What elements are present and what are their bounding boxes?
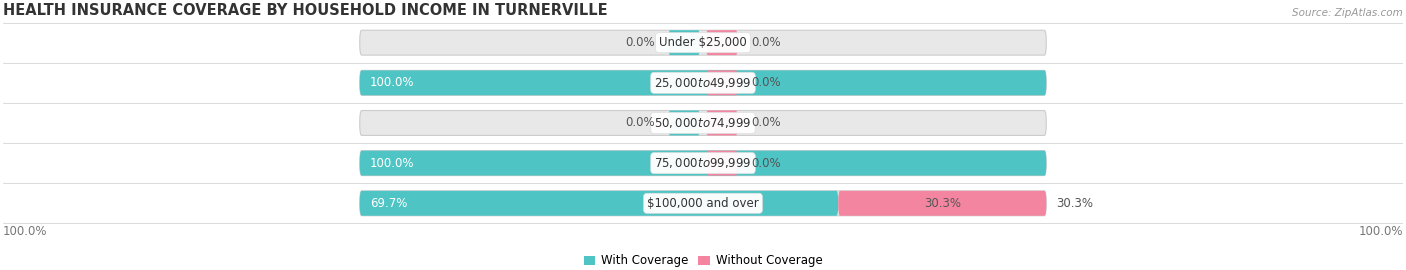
Text: 100.0%: 100.0% bbox=[370, 76, 415, 89]
Text: 0.0%: 0.0% bbox=[751, 116, 780, 130]
FancyBboxPatch shape bbox=[706, 151, 737, 176]
Text: 0.0%: 0.0% bbox=[626, 36, 655, 49]
Text: 0.0%: 0.0% bbox=[626, 116, 655, 130]
Text: Source: ZipAtlas.com: Source: ZipAtlas.com bbox=[1292, 8, 1403, 18]
Text: 100.0%: 100.0% bbox=[1358, 225, 1403, 238]
Text: $25,000 to $49,999: $25,000 to $49,999 bbox=[654, 76, 752, 90]
FancyBboxPatch shape bbox=[706, 70, 737, 95]
Text: 100.0%: 100.0% bbox=[370, 157, 415, 170]
Text: 0.0%: 0.0% bbox=[751, 36, 780, 49]
FancyBboxPatch shape bbox=[360, 110, 1046, 136]
FancyBboxPatch shape bbox=[706, 110, 737, 136]
FancyBboxPatch shape bbox=[360, 30, 1046, 55]
Text: 100.0%: 100.0% bbox=[3, 225, 48, 238]
Text: 0.0%: 0.0% bbox=[751, 157, 780, 170]
Text: 69.7%: 69.7% bbox=[370, 197, 408, 210]
FancyBboxPatch shape bbox=[360, 191, 1046, 216]
Text: 30.3%: 30.3% bbox=[924, 197, 960, 210]
Text: HEALTH INSURANCE COVERAGE BY HOUSEHOLD INCOME IN TURNERVILLE: HEALTH INSURANCE COVERAGE BY HOUSEHOLD I… bbox=[3, 3, 607, 18]
FancyBboxPatch shape bbox=[360, 151, 1046, 176]
FancyBboxPatch shape bbox=[669, 30, 700, 55]
FancyBboxPatch shape bbox=[838, 191, 1046, 216]
Text: Under $25,000: Under $25,000 bbox=[659, 36, 747, 49]
Text: $75,000 to $99,999: $75,000 to $99,999 bbox=[654, 156, 752, 170]
Text: 30.3%: 30.3% bbox=[1056, 197, 1094, 210]
FancyBboxPatch shape bbox=[360, 70, 1046, 95]
Text: 0.0%: 0.0% bbox=[751, 76, 780, 89]
Text: $100,000 and over: $100,000 and over bbox=[647, 197, 759, 210]
FancyBboxPatch shape bbox=[360, 70, 1046, 95]
FancyBboxPatch shape bbox=[706, 30, 737, 55]
FancyBboxPatch shape bbox=[669, 110, 700, 136]
FancyBboxPatch shape bbox=[360, 191, 838, 216]
FancyBboxPatch shape bbox=[360, 151, 1046, 176]
Text: $50,000 to $74,999: $50,000 to $74,999 bbox=[654, 116, 752, 130]
Legend: With Coverage, Without Coverage: With Coverage, Without Coverage bbox=[583, 254, 823, 267]
